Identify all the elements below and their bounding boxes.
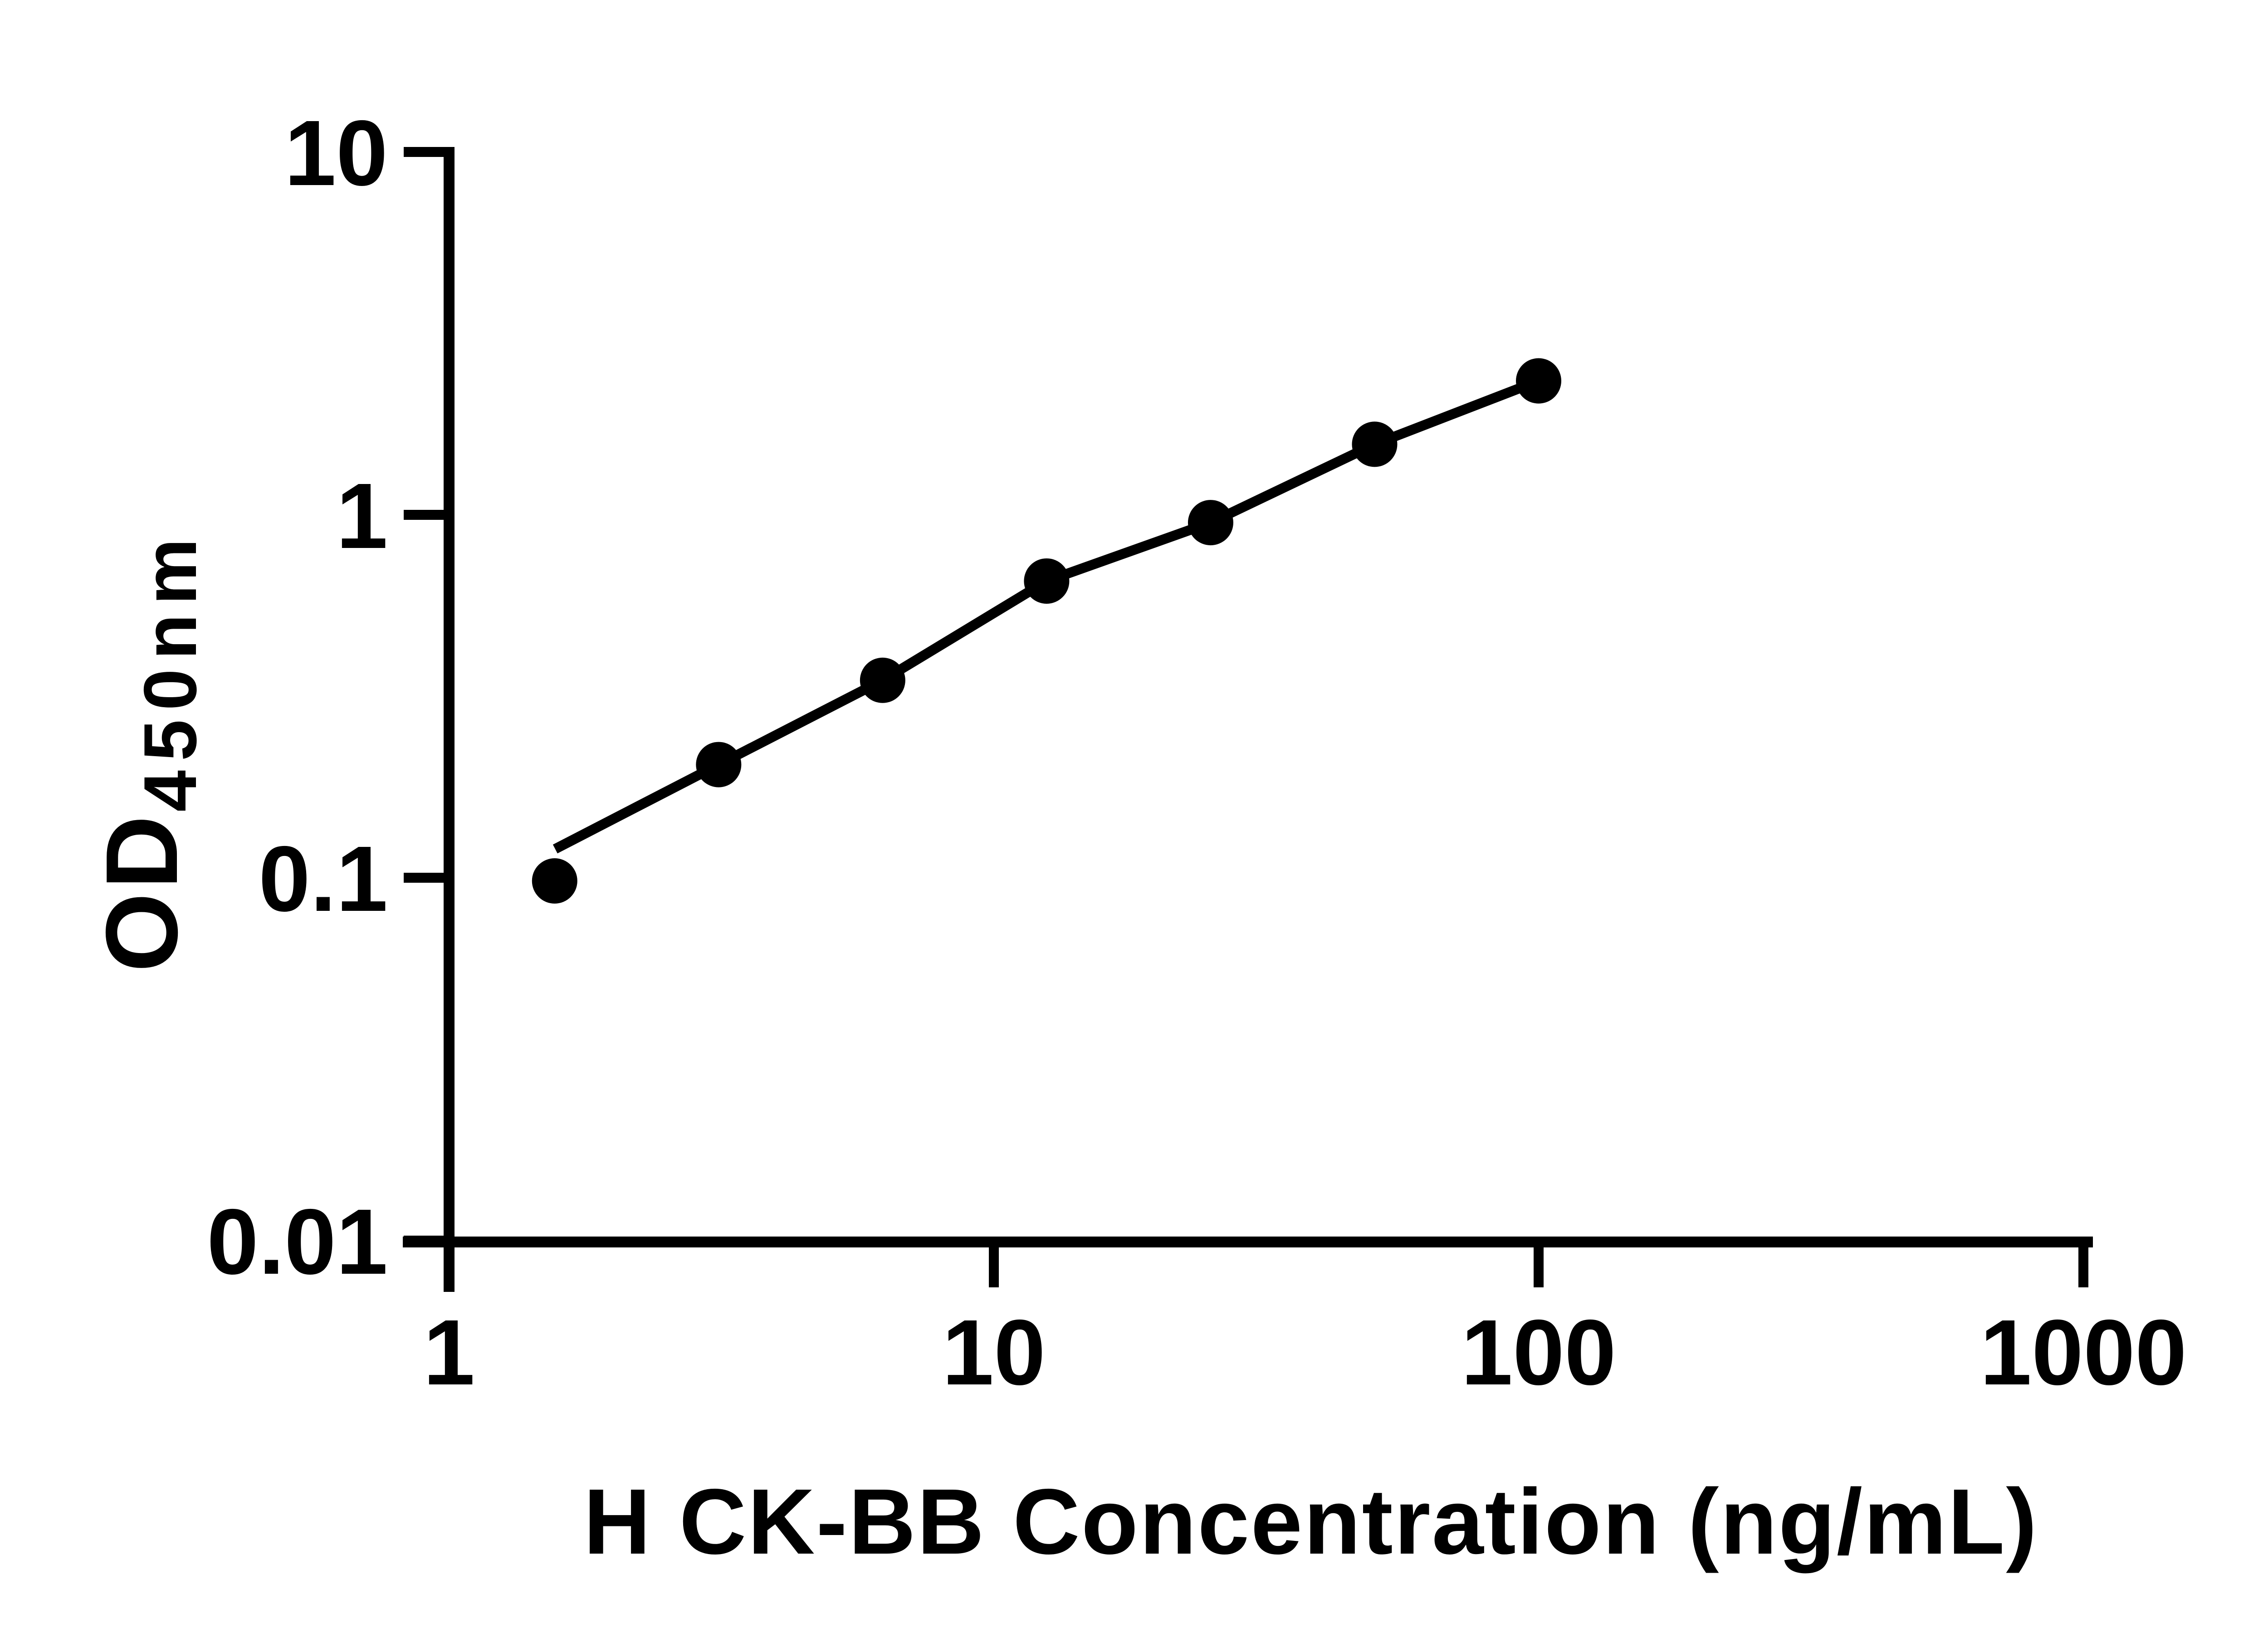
y-axis-title-subscript: 450nm	[128, 529, 212, 812]
data-point	[532, 858, 577, 904]
data-point	[1352, 421, 1398, 467]
y-tick-label: 0.01	[207, 1190, 388, 1294]
x-tick-label: 1000	[1980, 1301, 2187, 1404]
data-point	[696, 742, 742, 787]
data-point	[860, 657, 905, 703]
y-tick-label: 0.1	[259, 827, 388, 931]
y-axis-title: OD450nm	[84, 529, 212, 972]
x-tick-label: 100	[1461, 1301, 1616, 1404]
y-axis-ticks: 10 1 0.1 0.01	[207, 101, 449, 1294]
axes	[403, 147, 2093, 1292]
x-tick-label: 10	[942, 1301, 1046, 1404]
data-points	[532, 358, 1561, 904]
y-axis-title-main: OD	[84, 812, 199, 973]
y-tick-label: 1	[336, 464, 388, 568]
y-tick-label: 10	[284, 101, 388, 205]
data-point	[1024, 558, 1070, 604]
x-tick-label: 1	[423, 1301, 475, 1404]
x-axis-title: H CK-BB Concentration (ng/mL)	[583, 1470, 2038, 1574]
x-axis-ticks: 1 10 100 1000	[423, 1242, 2187, 1404]
data-point	[1516, 358, 1561, 404]
data-point	[1188, 500, 1233, 546]
